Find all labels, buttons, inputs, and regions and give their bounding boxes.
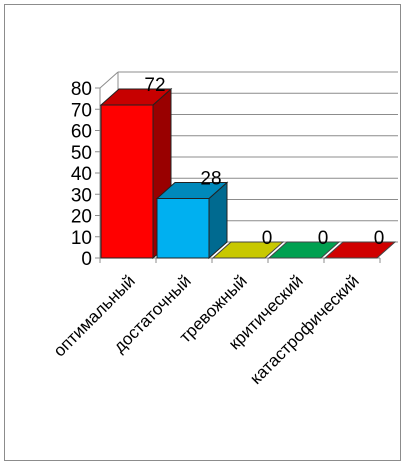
bar-top	[155, 182, 229, 199]
bar-flat	[267, 241, 341, 259]
y-tick-label: 80	[71, 79, 92, 100]
y-tick-label: 10	[71, 228, 92, 249]
y-tick-label: 50	[71, 143, 92, 164]
y-tick-label: 40	[71, 164, 92, 185]
data-label: 0	[318, 228, 329, 249]
bar-front	[156, 198, 210, 259]
data-label: 0	[262, 228, 273, 249]
bar-top	[99, 88, 173, 106]
data-label: 28	[200, 169, 221, 190]
category-label: катастрофический	[246, 271, 363, 388]
y-tick-label: 0	[81, 249, 92, 270]
y-tick-label: 60	[71, 122, 92, 143]
data-label: 72	[144, 75, 165, 96]
bar-flat	[211, 241, 285, 259]
y-tick-label: 30	[71, 185, 92, 206]
y-tick-label: 70	[71, 100, 92, 121]
gridline-depth	[99, 71, 119, 89]
y-tick-label: 20	[71, 207, 92, 228]
data-label: 0	[374, 228, 385, 249]
bar-flat	[323, 241, 397, 259]
bar-front	[100, 104, 154, 259]
